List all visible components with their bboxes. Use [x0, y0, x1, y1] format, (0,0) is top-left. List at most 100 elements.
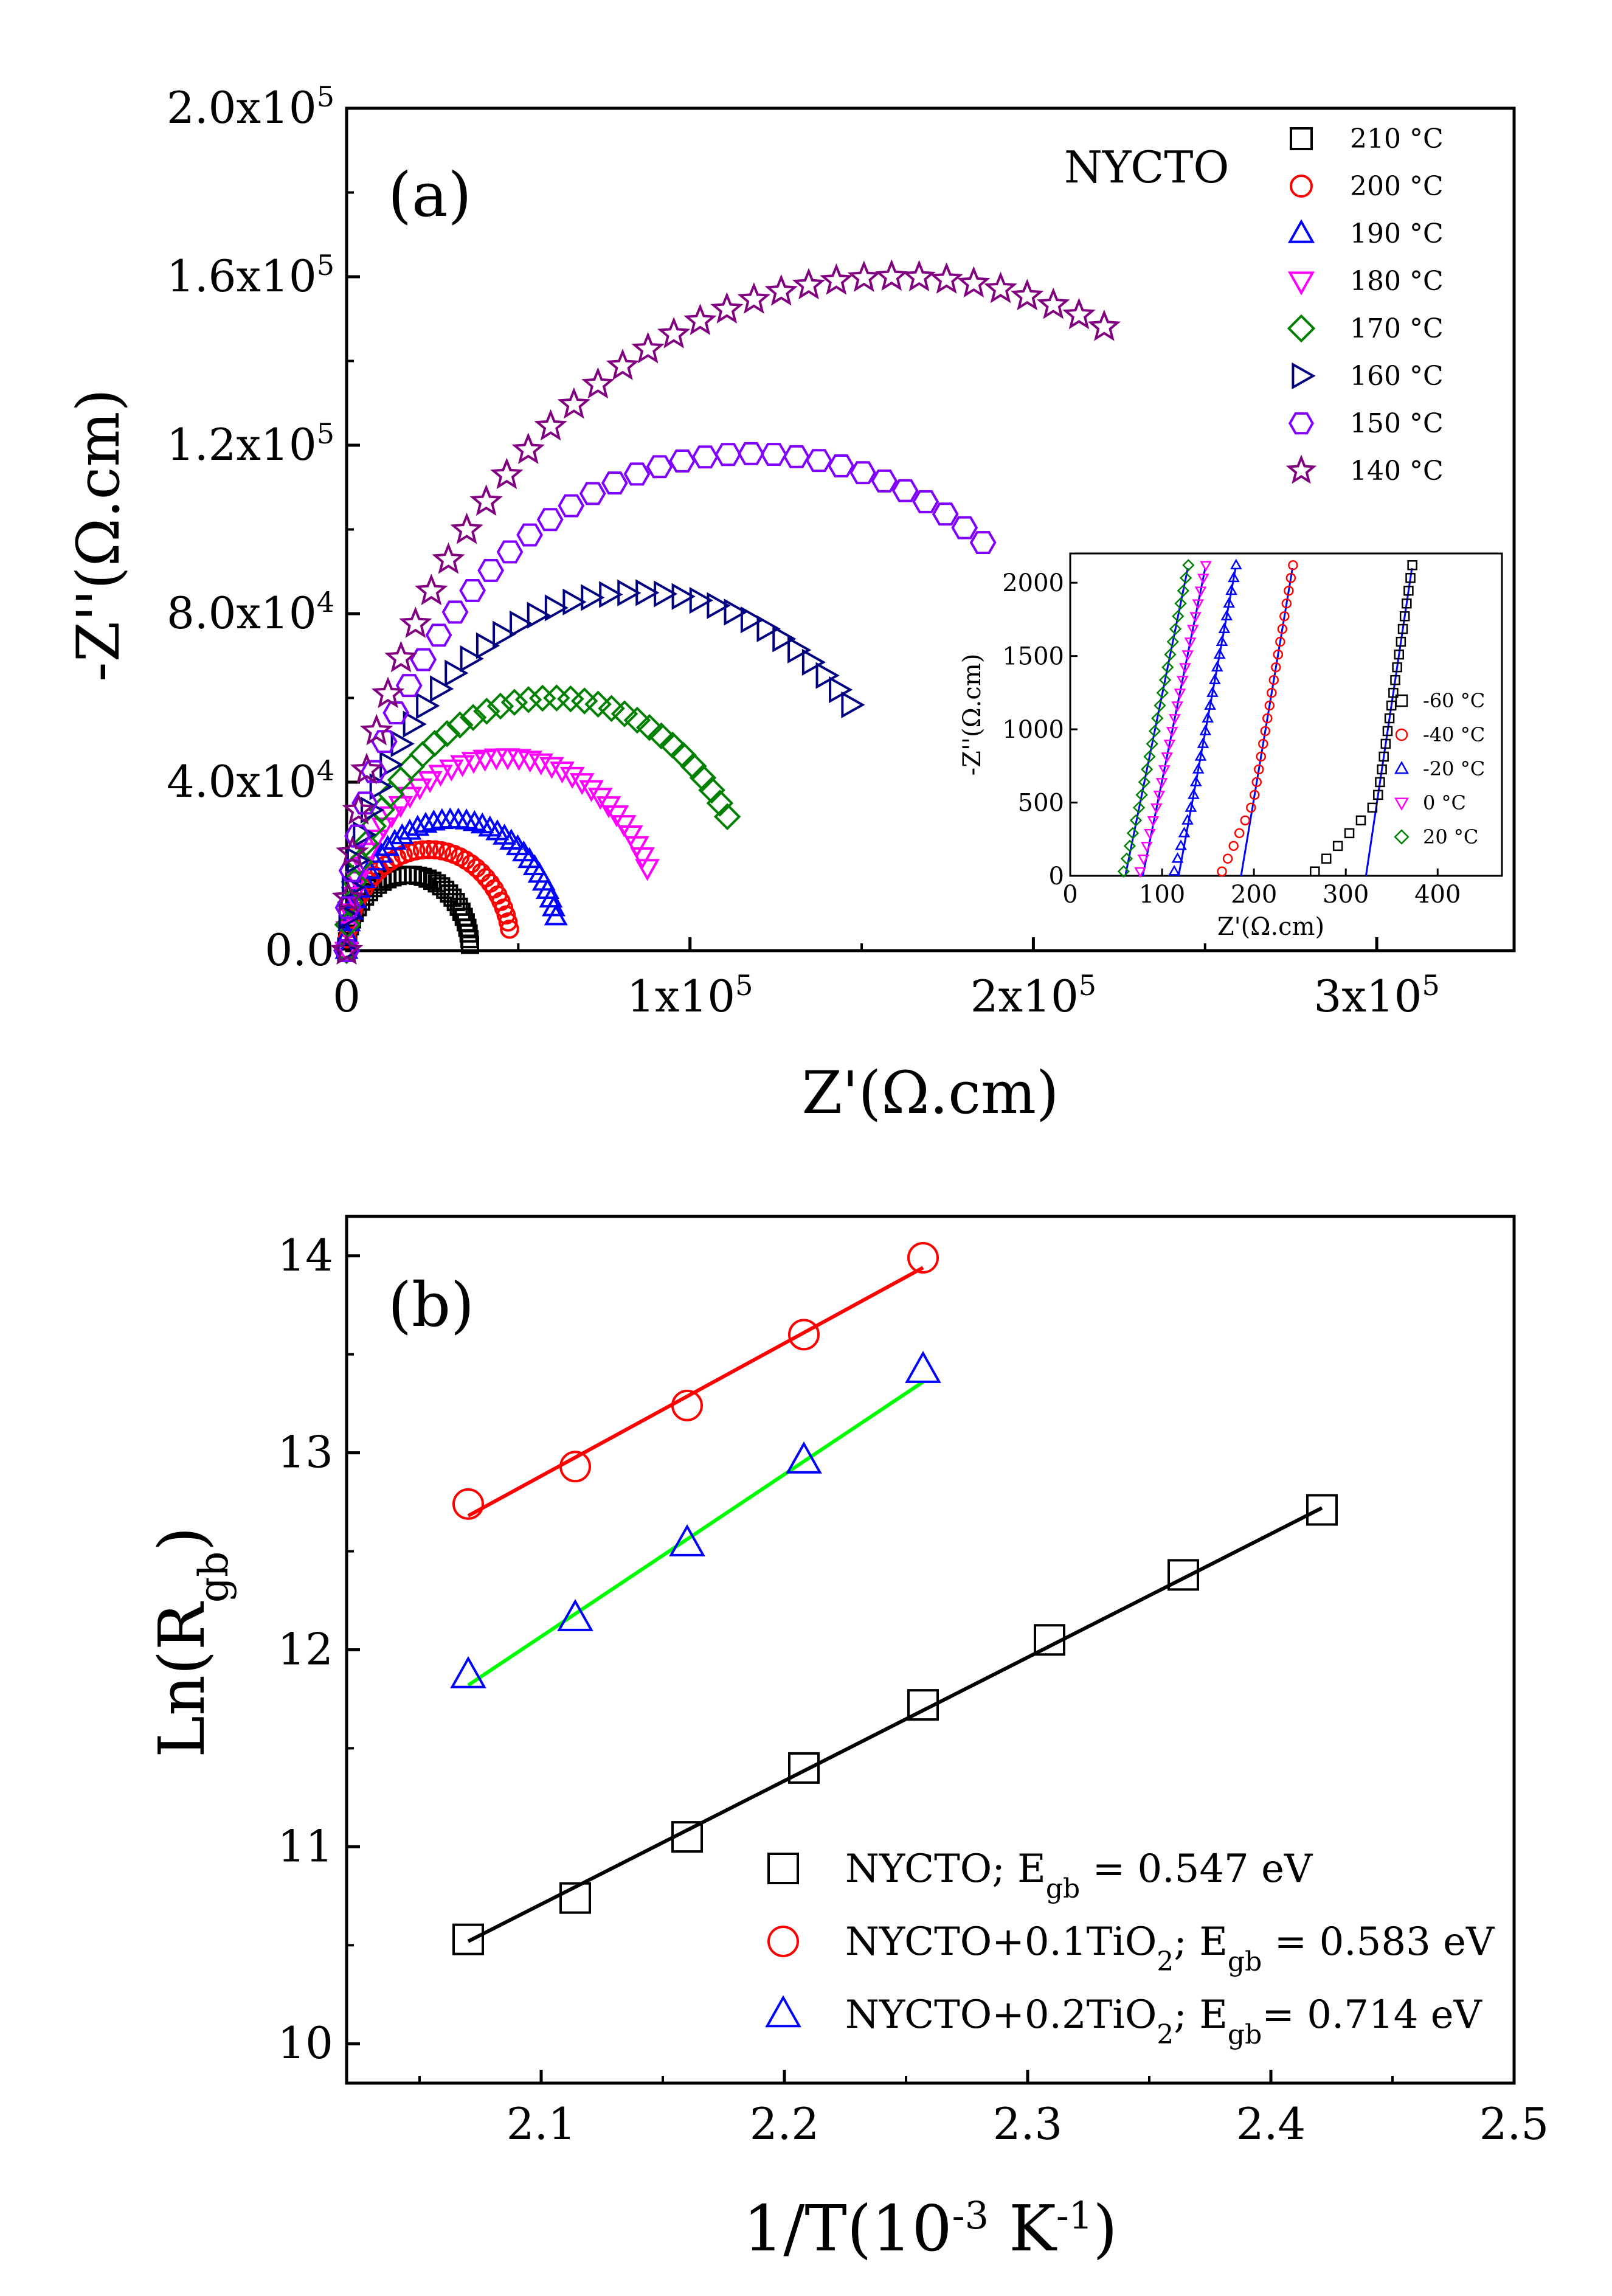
data-point	[534, 409, 567, 441]
data-point	[557, 1599, 593, 1631]
data-point	[398, 753, 425, 780]
data-point	[787, 1319, 820, 1351]
panel-b-x-title-exp2: -1	[1056, 2193, 1093, 2238]
data-point	[635, 579, 660, 606]
y-tick-label: 1.6x105	[167, 249, 334, 302]
data-point	[490, 457, 524, 490]
panel-a-label: (a)	[388, 159, 472, 231]
x-tick-label: 1x105	[627, 969, 753, 1022]
series-circle	[452, 1242, 939, 1520]
inset-data-point	[1171, 701, 1184, 712]
inset-data-point	[1181, 814, 1194, 825]
data-point	[623, 462, 651, 486]
x-tick-label: 2.3	[993, 2098, 1063, 2149]
data-point	[737, 282, 771, 314]
panel-a-legend: 210 °C 200 °C 190 °C 180 °C 170 °C 160 °C 150 …	[1285, 123, 1444, 487]
inset-series	[1168, 558, 1242, 876]
data-point	[558, 494, 585, 518]
inset-data-point	[1197, 737, 1209, 748]
inset-data-point	[1134, 867, 1146, 878]
data-point	[599, 581, 623, 608]
data-point	[598, 695, 625, 723]
data-point	[440, 884, 458, 903]
data-point	[787, 636, 812, 664]
x-tick-label: 2.5	[1479, 2098, 1549, 2149]
data-point	[957, 266, 991, 298]
data-point	[459, 578, 486, 602]
data-point	[788, 1752, 820, 1784]
x-tick-label: 3x105	[1313, 969, 1439, 1022]
legend-text-mid: ; E	[1174, 1993, 1228, 2038]
legend-label: NYCTO+0.1TiO2; Egb = 0.583 eV	[845, 1920, 1495, 1977]
data-point	[350, 752, 384, 785]
legend-marker	[767, 1853, 799, 1884]
panel-a-x-axis-title: Z'(Ω.cm)	[802, 1059, 1059, 1127]
inset-legend-marker	[1395, 728, 1408, 741]
inset-data-point	[1253, 764, 1264, 775]
legend-label: 180 °C	[1350, 266, 1444, 297]
legend-text-value: = 0.714 eV	[1262, 1993, 1482, 2038]
inset-data-point	[1390, 675, 1400, 685]
data-point	[382, 701, 410, 724]
legend-text-subscript: gb	[1228, 2019, 1262, 2050]
y-tick-label: 12	[277, 1624, 333, 1675]
legend-text-subscript: gb	[1228, 1946, 1262, 1977]
data-point	[409, 741, 437, 768]
data-point	[1037, 287, 1070, 319]
inset-data-point	[1168, 865, 1180, 876]
inset-data-point	[1211, 661, 1223, 671]
inset-data-point	[1384, 713, 1395, 724]
inset-data-point	[1367, 802, 1378, 813]
data-point	[579, 780, 604, 802]
data-point	[528, 684, 556, 712]
legend-marker	[1289, 175, 1313, 198]
data-point	[418, 869, 437, 888]
legend-text-prefix: NYCTO+0.1TiO	[845, 1920, 1157, 1965]
data-point	[331, 881, 365, 912]
inset-data-point	[1382, 726, 1393, 737]
data-point	[539, 757, 564, 779]
y-tick-label: 1.2x105	[167, 417, 334, 470]
data-point	[698, 776, 725, 804]
data-point	[493, 620, 517, 648]
legend-text-prefix: NYCTO+0.2TiO	[845, 1993, 1157, 2038]
inset-data-point	[1225, 584, 1237, 595]
inset-data-point	[1277, 623, 1288, 634]
data-point	[657, 317, 691, 349]
inset-data-point	[1392, 662, 1402, 673]
data-point	[338, 859, 365, 883]
inset-data-point	[1179, 572, 1192, 584]
inset-x-tick-label: 300	[1323, 881, 1369, 909]
fit-line-triangle-up	[467, 1380, 924, 1687]
inset-data-point	[1396, 636, 1406, 647]
data-point	[630, 847, 655, 870]
legend-marker	[1288, 412, 1315, 435]
data-point	[536, 508, 564, 532]
data-point	[544, 594, 569, 622]
data-point	[581, 584, 605, 611]
data-point	[706, 789, 734, 817]
data-point	[1167, 1559, 1199, 1591]
data-point	[669, 449, 696, 473]
data-point	[611, 700, 638, 727]
panel-b-y-title-main: Ln(R	[145, 1601, 219, 1758]
data-point	[951, 516, 978, 539]
inset-data-point	[1281, 598, 1292, 609]
legend-label: 140 °C	[1350, 456, 1444, 487]
legend-marker	[1290, 127, 1313, 150]
data-point	[415, 574, 448, 606]
legend-label: NYCTO+0.2TiO2; Egb= 0.714 eV	[845, 1993, 1483, 2050]
inset-data-point	[1234, 828, 1245, 839]
y-tick-base: 8.0x10	[167, 588, 317, 639]
inset-data-point	[1230, 558, 1242, 570]
legend-marker	[767, 1926, 800, 1957]
data-point	[390, 730, 415, 758]
data-point	[710, 292, 744, 324]
fit-line-circle	[467, 1266, 924, 1517]
data-point	[384, 640, 418, 673]
legend-marker	[765, 1995, 801, 2028]
data-point	[382, 828, 407, 850]
x-tick-label: 2x105	[970, 969, 1096, 1022]
